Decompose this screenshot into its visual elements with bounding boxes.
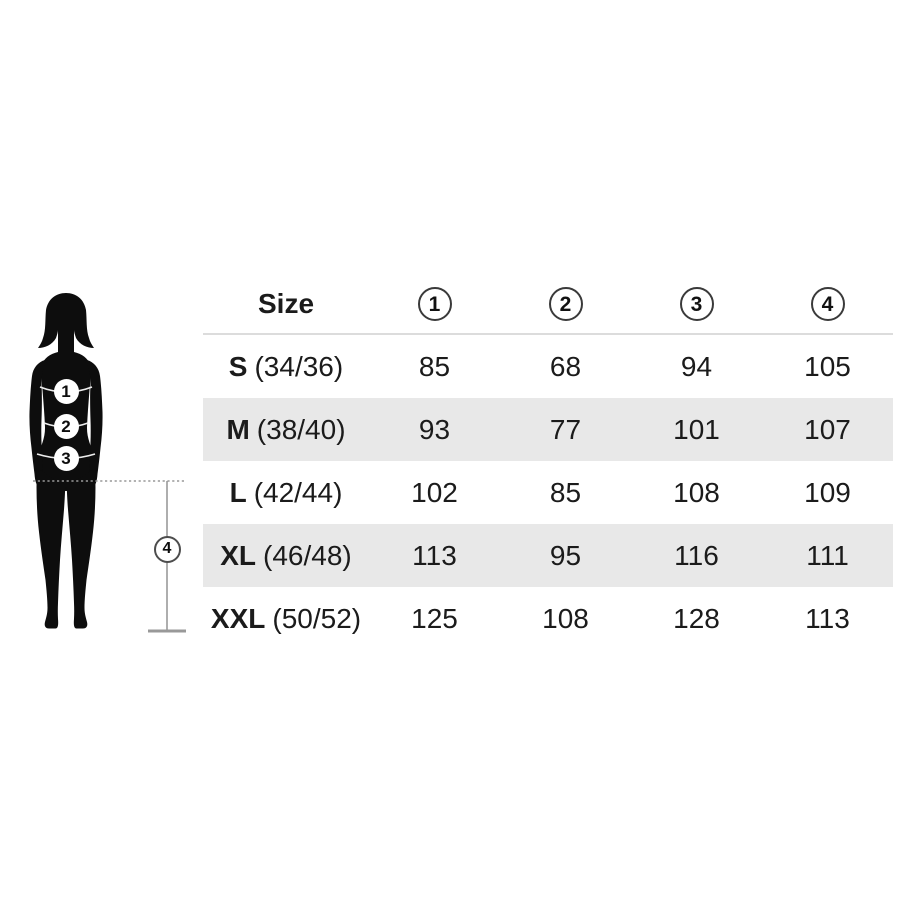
measure-point-3-badge: 3 [53,445,79,471]
size-label: M (38/40) [226,413,346,445]
measure-value: 85 [418,350,451,382]
silhouette-right-arm [84,360,103,488]
silhouette-left-leg [36,468,66,629]
measure-value: 95 [549,539,582,571]
size-table-header: Size 1 2 3 4 [203,283,893,335]
measure-point-1-badge: 1 [53,379,79,404]
measure-value: 68 [549,350,582,382]
measure-column-header-4: 4 [762,287,893,321]
table-row-l: L (42/44) 102 85 108 109 [203,461,893,524]
size-column-header: Size [257,288,315,319]
measure-value: 113 [805,602,850,634]
measure-value: 109 [804,476,851,508]
measure-value: 93 [418,413,451,445]
measure-value: 101 [673,413,720,445]
measure-value: 125 [411,602,458,634]
silhouette-torso [36,330,96,491]
silhouette-left-arm [29,360,48,488]
silhouette-hair [38,293,94,348]
measure-value: 128 [673,602,720,634]
circled-1-icon: 1 [417,287,452,321]
measure-value: 77 [549,413,582,445]
measure-value: 108 [673,476,720,508]
circled-4-icon: 4 [810,287,845,321]
measure-value: 113 [412,539,457,571]
size-label: XL (46/48) [220,539,352,571]
size-label: L (42/44) [229,476,343,508]
circled-2-icon: 2 [548,287,583,321]
measure-value: 107 [804,413,851,445]
measure-column-header-2: 2 [500,287,631,321]
silhouette-right-leg [66,468,96,629]
measure-point-4-badge: 4 [153,535,181,563]
table-row-xxl: XXL (50/52) 125 108 128 113 [203,587,893,650]
measure-column-header-1: 1 [369,287,500,321]
size-label: S (34/36) [228,350,344,382]
measure-value: 105 [804,350,851,382]
size-table: Size 1 2 3 4 S (34/36) 85 68 94 105 [203,283,893,650]
measure-value: 102 [411,476,458,508]
table-row-xl: XL (46/48) 113 95 116 111 [203,524,893,587]
measure-value: 94 [680,350,713,382]
table-row-s: S (34/36) 85 68 94 105 [203,335,893,398]
circled-3-icon: 3 [679,287,714,321]
measure-value: 85 [549,476,582,508]
table-row-m: M (38/40) 93 77 101 107 [203,398,893,461]
silhouette-figure: 1 2 3 4 [12,288,212,648]
measure-point-2-badge: 2 [53,414,79,439]
measure-value: 108 [542,602,589,634]
measure-column-header-3: 3 [631,287,762,321]
woman-silhouette-icon [29,293,186,633]
size-label: XXL (50/52) [210,602,362,634]
measure-value: 111 [806,539,849,571]
measure-value: 116 [674,539,719,571]
